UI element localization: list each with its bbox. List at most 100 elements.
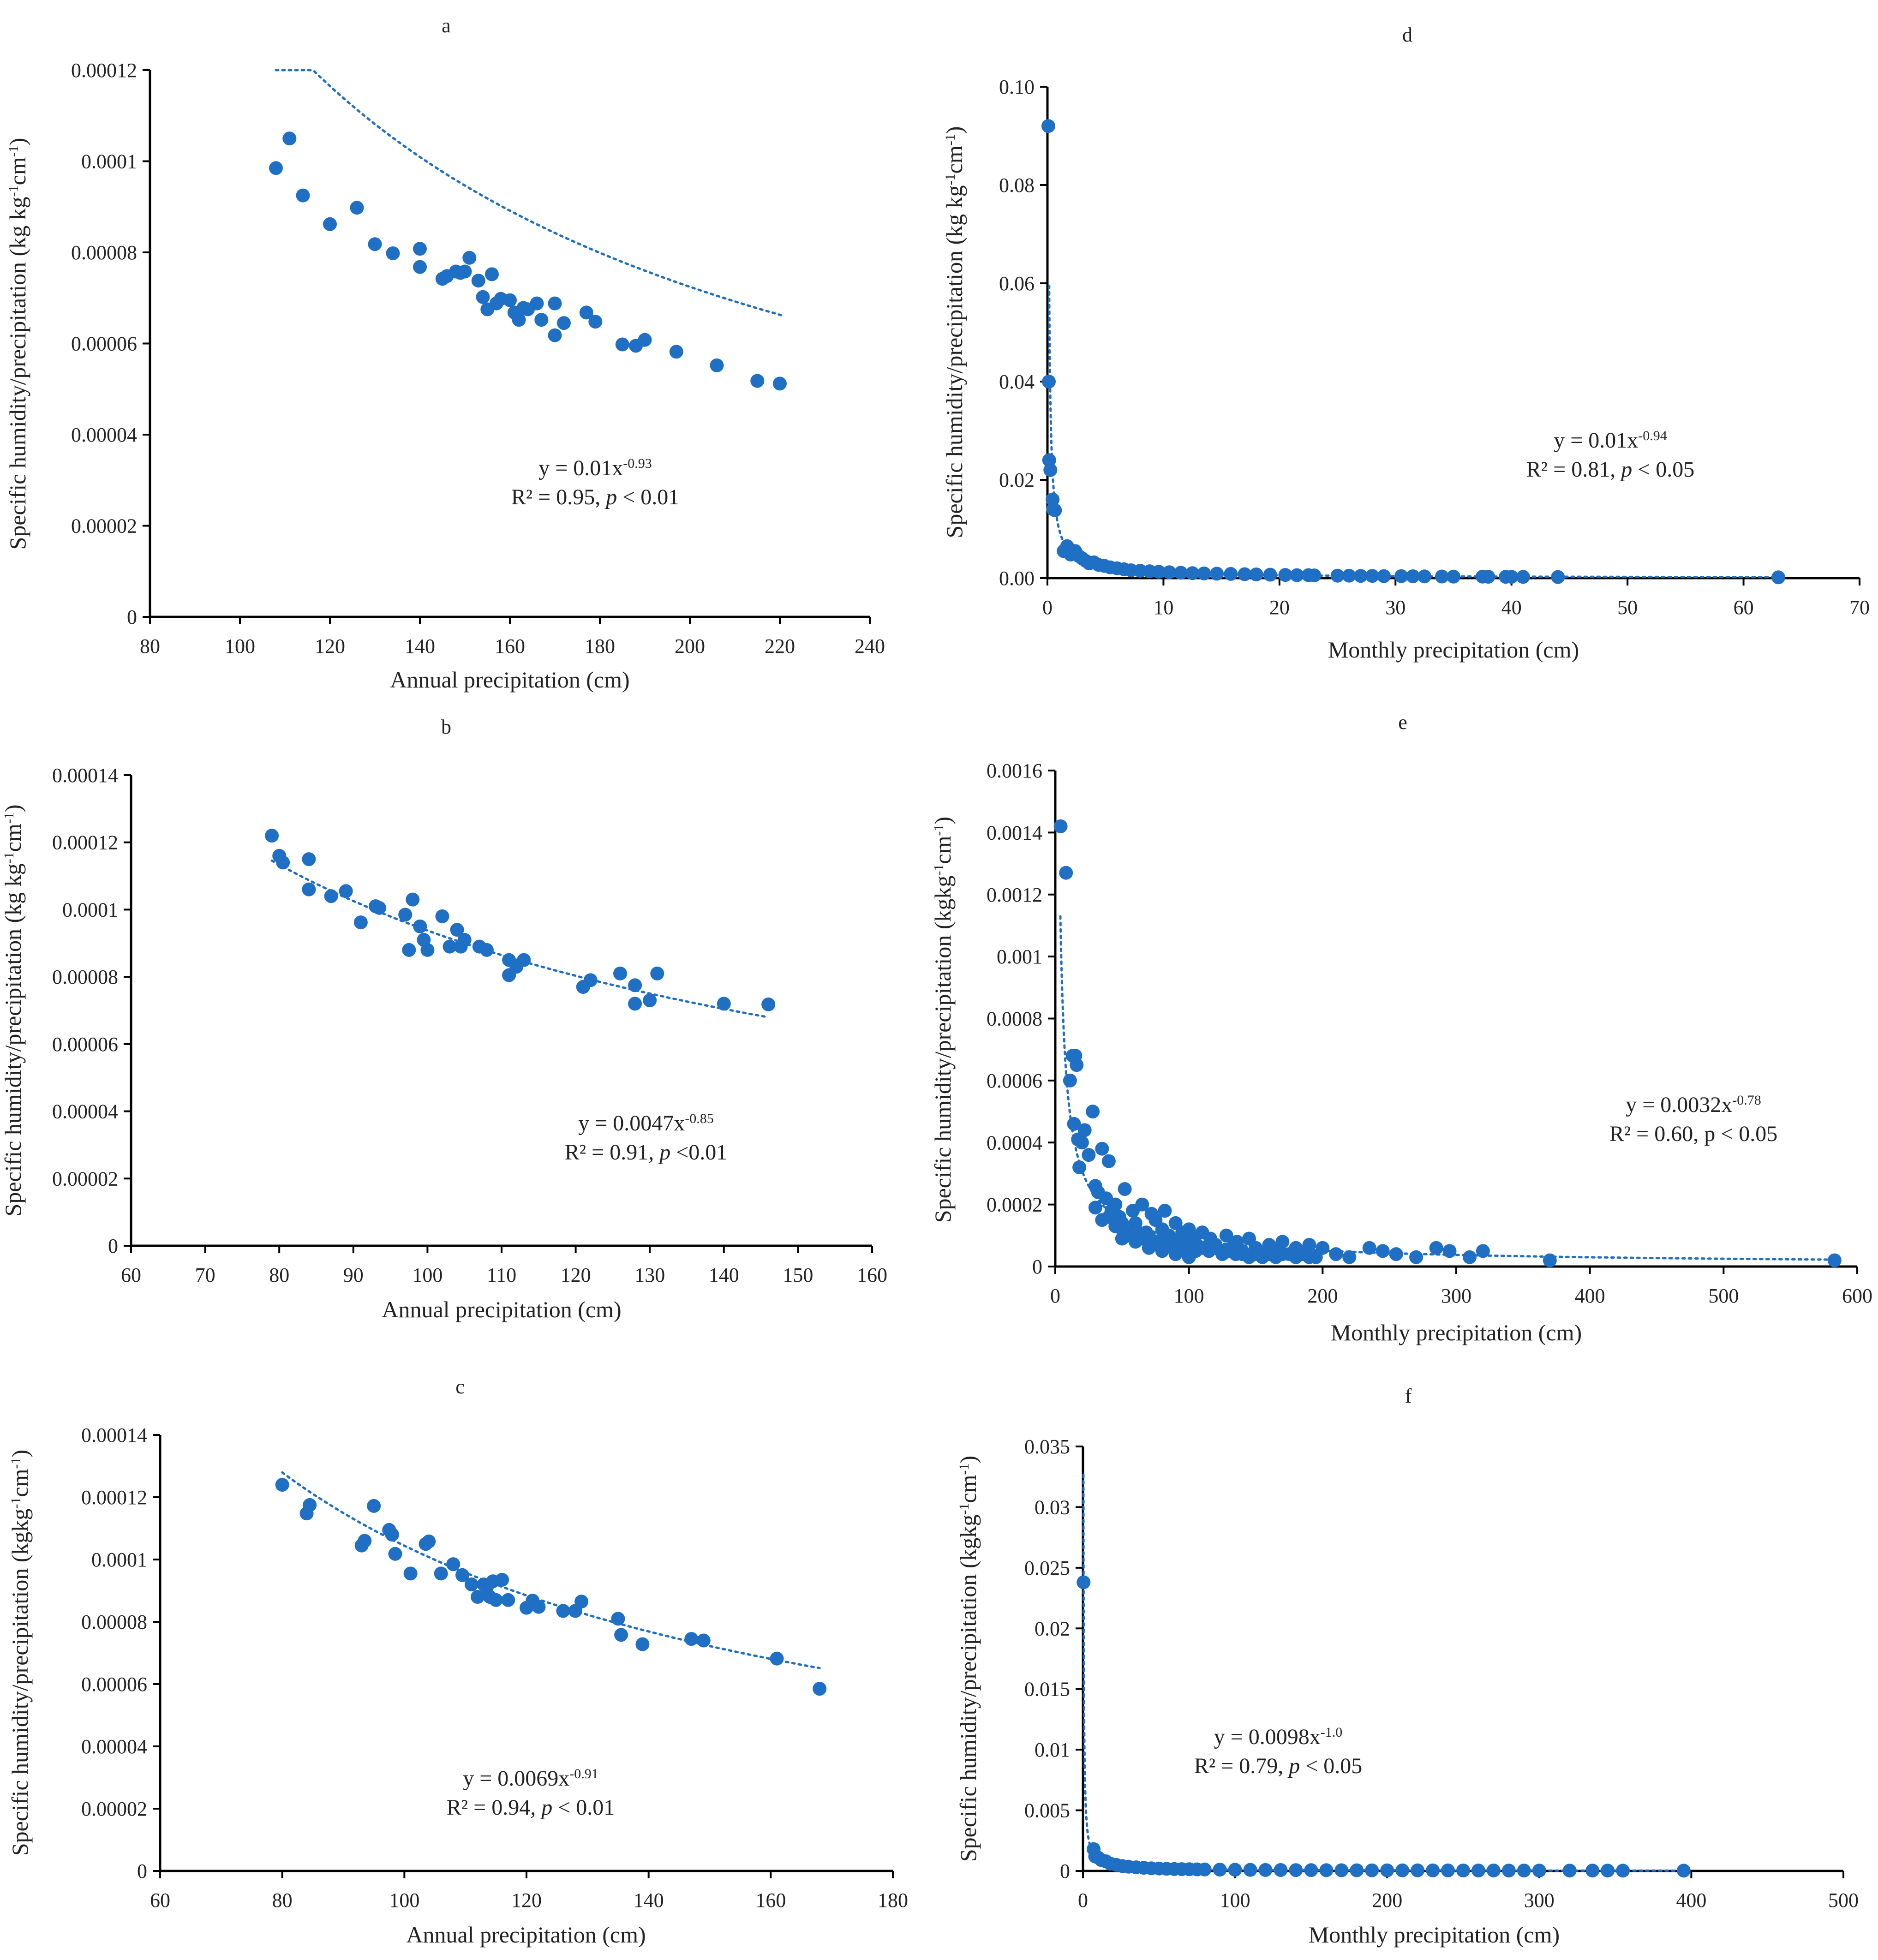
data-point [574, 1595, 589, 1609]
data-point [358, 1534, 372, 1548]
data-point [650, 966, 664, 980]
data-point [1543, 1253, 1557, 1267]
data-point [1376, 1244, 1390, 1258]
y-axis-title: Specific humidity/precipitation (kgkg-1c… [930, 817, 956, 1223]
data-point [1115, 1231, 1129, 1246]
x-tick-label: 30 [1385, 596, 1406, 619]
data-point [1463, 1250, 1477, 1264]
data-point [275, 1478, 289, 1492]
y-tick-label: 0.035 [1024, 1435, 1070, 1458]
fit-equation-exponent: -0.78 [1732, 1093, 1761, 1108]
data-point [1302, 1238, 1316, 1252]
y-axis-title-end: ) [930, 817, 956, 825]
data-point [1456, 1864, 1470, 1877]
panel-letter: c [455, 1375, 465, 1398]
data-point [1476, 1244, 1490, 1258]
data-point [1394, 569, 1408, 583]
data-point [1262, 1247, 1276, 1261]
fit-r-squared: R² = 0.81, [1526, 457, 1621, 482]
data-point [1429, 1241, 1443, 1255]
y-tick-label: 0.00014 [52, 764, 118, 787]
data-point [1275, 1247, 1290, 1261]
data-point [1101, 1154, 1116, 1168]
data-point [517, 953, 531, 967]
y-axis-title-end: ) [7, 1450, 33, 1458]
data-point [696, 1633, 711, 1648]
data-point [1676, 1864, 1691, 1878]
data-point [443, 939, 457, 954]
x-tick-label: 20 [1269, 596, 1290, 619]
data-point [1330, 568, 1345, 583]
fit-p-value: < 0.01 [617, 485, 679, 509]
data-point [303, 1498, 317, 1512]
data-point [1329, 1247, 1343, 1261]
data-point [1302, 1250, 1316, 1264]
data-point [1168, 1235, 1183, 1249]
x-tick-label: 100 [1174, 1285, 1204, 1307]
data-point [464, 1578, 478, 1591]
data-point [1135, 1197, 1149, 1212]
x-tick-label: 200 [1307, 1285, 1338, 1307]
fit-p-symbol: p [1287, 1754, 1300, 1778]
data-point [1142, 1241, 1156, 1255]
fit-equation: y = 0.0098x-1.0 [1214, 1725, 1343, 1750]
data-point [583, 973, 598, 987]
y-tick-label: 0 [1060, 1860, 1070, 1882]
y-axis-title-main: Specific humidity/precipitation (kgkg [955, 1515, 981, 1862]
data-point [1155, 1244, 1169, 1258]
y-tick-label: 0.00012 [81, 1486, 147, 1509]
data-point [1447, 569, 1460, 584]
data-point [1426, 1863, 1440, 1877]
x-tick-label: 500 [1828, 1889, 1859, 1912]
data-point [1235, 1244, 1250, 1258]
fit-equation: y = 0.01x-0.94 [1554, 428, 1667, 453]
x-tick-label: 70 [1849, 596, 1870, 619]
data-point [773, 376, 787, 391]
panel-letter: e [1398, 711, 1407, 734]
data-point [1077, 1575, 1091, 1590]
y-axis-title-end: ) [0, 805, 26, 813]
y-tick-label: 0.0016 [987, 759, 1042, 782]
y-axis-title-sup: -1 [943, 134, 958, 145]
y-tick-label: 0.00008 [52, 966, 118, 988]
data-point [1532, 1864, 1546, 1878]
data-point [1319, 1863, 1334, 1877]
data-point [1417, 569, 1432, 584]
data-point [403, 1566, 418, 1581]
x-axis-title: Monthly precipitation (cm) [1309, 1922, 1560, 1948]
data-point [1182, 1250, 1196, 1264]
fit-equation: y = 0.0032x-0.78 [1626, 1093, 1761, 1117]
x-tick-label: 100 [225, 635, 255, 657]
data-point [296, 188, 310, 203]
data-point [406, 892, 420, 907]
y-tick-label: 0.02 [999, 469, 1035, 491]
x-tick-label: 140 [405, 635, 435, 657]
y-tick-label: 0.08 [999, 174, 1035, 197]
data-point [458, 264, 472, 279]
x-tick-label: 120 [315, 635, 345, 657]
y-tick-label: 0.01 [1035, 1739, 1070, 1761]
y-tick-label: 0.0004 [987, 1131, 1042, 1154]
y-tick-label: 0.00002 [52, 1167, 118, 1190]
panel-d: d 0.00 0.02 0.04 0.06 0.08 0.10 0 10 20 30 40 50 60 70… [941, 24, 1870, 663]
fit-statistics: R² = 0.94, p < 0.01 [447, 1795, 615, 1820]
fit-equation-exponent: -1.0 [1321, 1725, 1343, 1740]
data-point [710, 358, 724, 372]
data-point [422, 1534, 436, 1548]
y-axis-title-sup: -1 [1, 812, 17, 824]
fit-equation-base: y = 0.0098x [1214, 1725, 1321, 1749]
data-point [1304, 1863, 1318, 1877]
data-point [1441, 1863, 1455, 1877]
y-tick-label: 0.00004 [81, 1735, 147, 1758]
y-axis-title-main: Specific humidity/precipitation (kg kg [5, 197, 30, 550]
x-tick-label: 50 [1617, 596, 1638, 619]
data-point [1258, 1863, 1273, 1877]
data-point [479, 943, 494, 957]
data-point [1086, 1105, 1100, 1119]
x-tick-label: 200 [675, 635, 705, 657]
x-axis-title: Annual precipitation (cm) [406, 1922, 646, 1948]
fit-r-squared: R² = 0.60, p < 0.05 [1609, 1122, 1778, 1146]
x-axis-title: Annual precipitation (cm) [390, 667, 629, 693]
data-point [813, 1682, 827, 1696]
